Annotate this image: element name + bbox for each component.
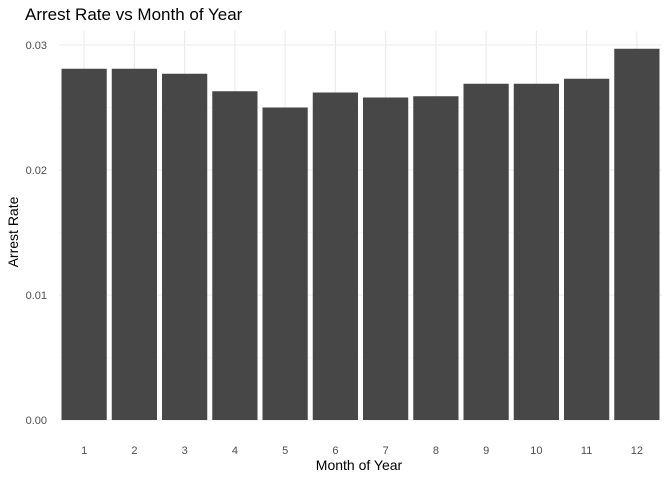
bar-month-8: [413, 96, 459, 420]
y-axis-ticks: 0.00 0.01 0.02 0.03: [26, 40, 47, 427]
x-tick-label: 8: [433, 445, 439, 457]
x-axis-title: Month of Year: [316, 457, 403, 473]
bar-month-10: [513, 83, 559, 420]
x-tick-label: 3: [182, 445, 188, 457]
bar-month-3: [162, 73, 208, 420]
x-tick-label: 10: [530, 445, 542, 457]
chart-title: Arrest Rate vs Month of Year: [25, 5, 243, 24]
y-tick-label: 0.00: [26, 415, 47, 427]
x-tick-label: 4: [232, 445, 238, 457]
bar-month-6: [312, 92, 358, 420]
bar-month-5: [262, 107, 308, 420]
x-tick-label: 12: [631, 445, 643, 457]
bar-month-11: [564, 78, 610, 420]
x-axis-ticks: 1 2 3 4 5 6 7 8 9 10 11 12: [81, 445, 643, 457]
x-tick-label: 11: [581, 445, 592, 457]
bar-month-2: [111, 68, 157, 420]
x-tick-label: 2: [131, 445, 137, 457]
y-axis-title: Arrest Rate: [5, 196, 21, 267]
bar-month-12: [614, 48, 660, 420]
x-tick-label: 9: [483, 445, 489, 457]
y-tick-label: 0.01: [26, 290, 47, 302]
x-tick-label: 7: [383, 445, 389, 457]
bar-month-9: [463, 83, 509, 420]
bars: [61, 48, 660, 420]
bar-month-4: [212, 91, 258, 420]
bar-month-1: [61, 68, 107, 420]
x-tick-label: 6: [332, 445, 338, 457]
bar-month-7: [363, 97, 409, 420]
y-tick-label: 0.03: [26, 40, 47, 52]
x-tick-label: 5: [282, 445, 288, 457]
x-tick-label: 1: [81, 445, 87, 457]
y-tick-label: 0.02: [26, 165, 47, 177]
